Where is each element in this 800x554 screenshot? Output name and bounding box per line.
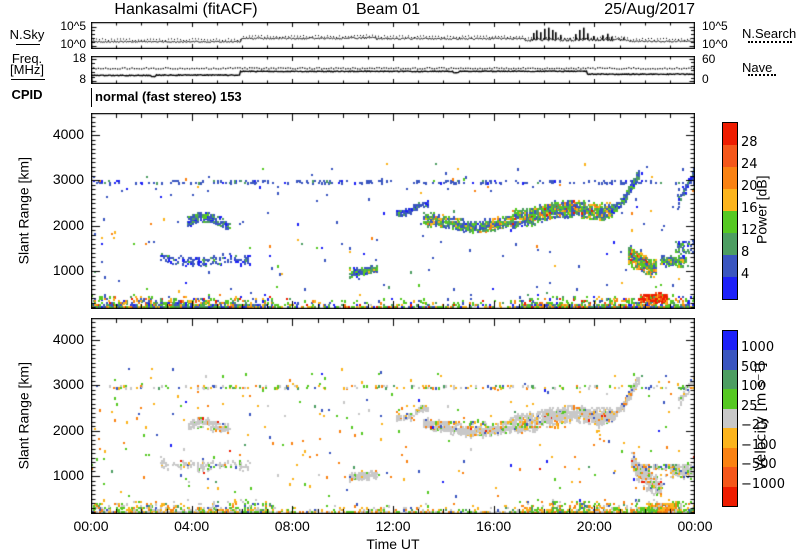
freq-tick-top: 18 <box>72 51 86 65</box>
velocity-colorbar <box>722 330 738 507</box>
time-tick-label: 08:00 <box>274 518 310 534</box>
time-tick-label: 00:00 <box>677 518 713 534</box>
colorbar-tick-label: 28 <box>741 135 758 150</box>
colorbar-tick-label: 24 <box>741 157 758 172</box>
freq-tick-bottom: 8 <box>79 72 86 86</box>
freq-solid-line-key <box>11 79 45 80</box>
time-tick-label: 16:00 <box>476 518 512 534</box>
power-range-tick-label: 2000 <box>52 216 84 233</box>
colorbar-segment <box>723 486 737 506</box>
colorbar-segment <box>723 447 737 468</box>
nsearch-tick-bottom: 10^0 <box>702 37 728 51</box>
nsky-tick-bottom: 10^0 <box>60 37 86 51</box>
time-tick-label: 12:00 <box>375 518 411 534</box>
colorbar-segment <box>723 189 737 211</box>
colorbar-tick-label: −1000 <box>741 476 785 492</box>
time-tick-label: 00:00 <box>73 518 109 534</box>
nsearch-dotted-line-key <box>748 41 792 43</box>
colorbar-tick-label: 1000 <box>741 340 775 356</box>
nsearch-tick-top: 10^5 <box>702 19 728 33</box>
power-colorbar <box>722 122 738 300</box>
colorbar-segment <box>723 389 737 409</box>
colorbar-tick-label: 25 <box>741 398 758 414</box>
power-yaxis-title: Slant Range [km] <box>15 157 32 265</box>
cpid-axis-line <box>91 88 92 107</box>
power-range-tick-label: 4000 <box>52 126 84 143</box>
freq-label-line1: Freq. <box>11 51 43 66</box>
nsky-panel <box>91 22 695 49</box>
xaxis-title: Time UT <box>366 536 420 552</box>
velocity-range-tick-label: 3000 <box>52 376 84 393</box>
nave-label: Nave <box>742 60 773 75</box>
colorbar-segment <box>723 167 737 189</box>
time-tick-label: 04:00 <box>174 518 210 534</box>
colorbar-tick-label: 500 <box>741 359 766 375</box>
colorbar-segment <box>723 233 737 255</box>
nave-tick-bottom: 0 <box>702 72 709 86</box>
nsearch-label: N.Search <box>742 26 797 41</box>
colorbar-segment <box>723 350 737 370</box>
colorbar-tick-label: 20 <box>741 179 758 194</box>
colorbar-segment <box>723 211 737 233</box>
freq-nave-panel <box>91 56 695 84</box>
nsky-label: N.Sky <box>9 27 45 42</box>
colorbar-segment <box>723 408 737 429</box>
colorbar-tick-label: 4 <box>741 267 750 282</box>
colorbar-tick-label: 100 <box>741 379 766 395</box>
colorbar-tick-label: −25 <box>741 418 769 434</box>
colorbar-segment <box>723 255 737 277</box>
power-range-tick-label: 1000 <box>52 261 84 278</box>
colorbar-tick-label: −100 <box>741 437 777 453</box>
time-tick-label: 20:00 <box>576 518 612 534</box>
colorbar-tick-label: −500 <box>741 457 777 473</box>
colorbar-tick-label: 16 <box>741 201 758 216</box>
velocity-range-tick-label: 1000 <box>52 466 84 483</box>
cpid-value: normal (fast stereo) 153 <box>95 89 242 104</box>
nsky-solid-line-key <box>16 44 40 45</box>
nave-dotted-line-key <box>748 74 776 76</box>
colorbar-segment <box>723 123 737 145</box>
colorbar-tick-label: 12 <box>741 223 758 238</box>
velocity-range-tick-label: 2000 <box>52 421 84 438</box>
date-label: 25/Aug/2017 <box>604 1 695 18</box>
velocity-range-tick-label: 4000 <box>52 331 84 348</box>
velocity-yaxis-title: Slant Range [km] <box>15 362 32 470</box>
colorbar-tick-label: 8 <box>741 245 750 260</box>
colorbar-segment <box>723 277 737 299</box>
colorbar-segment <box>723 428 737 448</box>
colorbar-segment <box>723 467 737 487</box>
freq-label-line2: [MHz] <box>10 62 44 77</box>
colorbar-segment <box>723 369 737 390</box>
beam-label: Beam 01 <box>355 1 421 18</box>
nave-tick-top: 60 <box>702 52 716 66</box>
nsky-tick-top: 10^5 <box>60 19 86 33</box>
plot-title: Hankasalmi (fitACF) <box>114 1 258 18</box>
power-rti-panel <box>91 113 695 309</box>
velocity-rti-panel <box>91 318 695 514</box>
cpid-label: CPID <box>11 87 43 102</box>
colorbar-segment <box>723 331 737 351</box>
colorbar-segment <box>723 145 737 167</box>
power-range-tick-label: 3000 <box>52 171 84 188</box>
